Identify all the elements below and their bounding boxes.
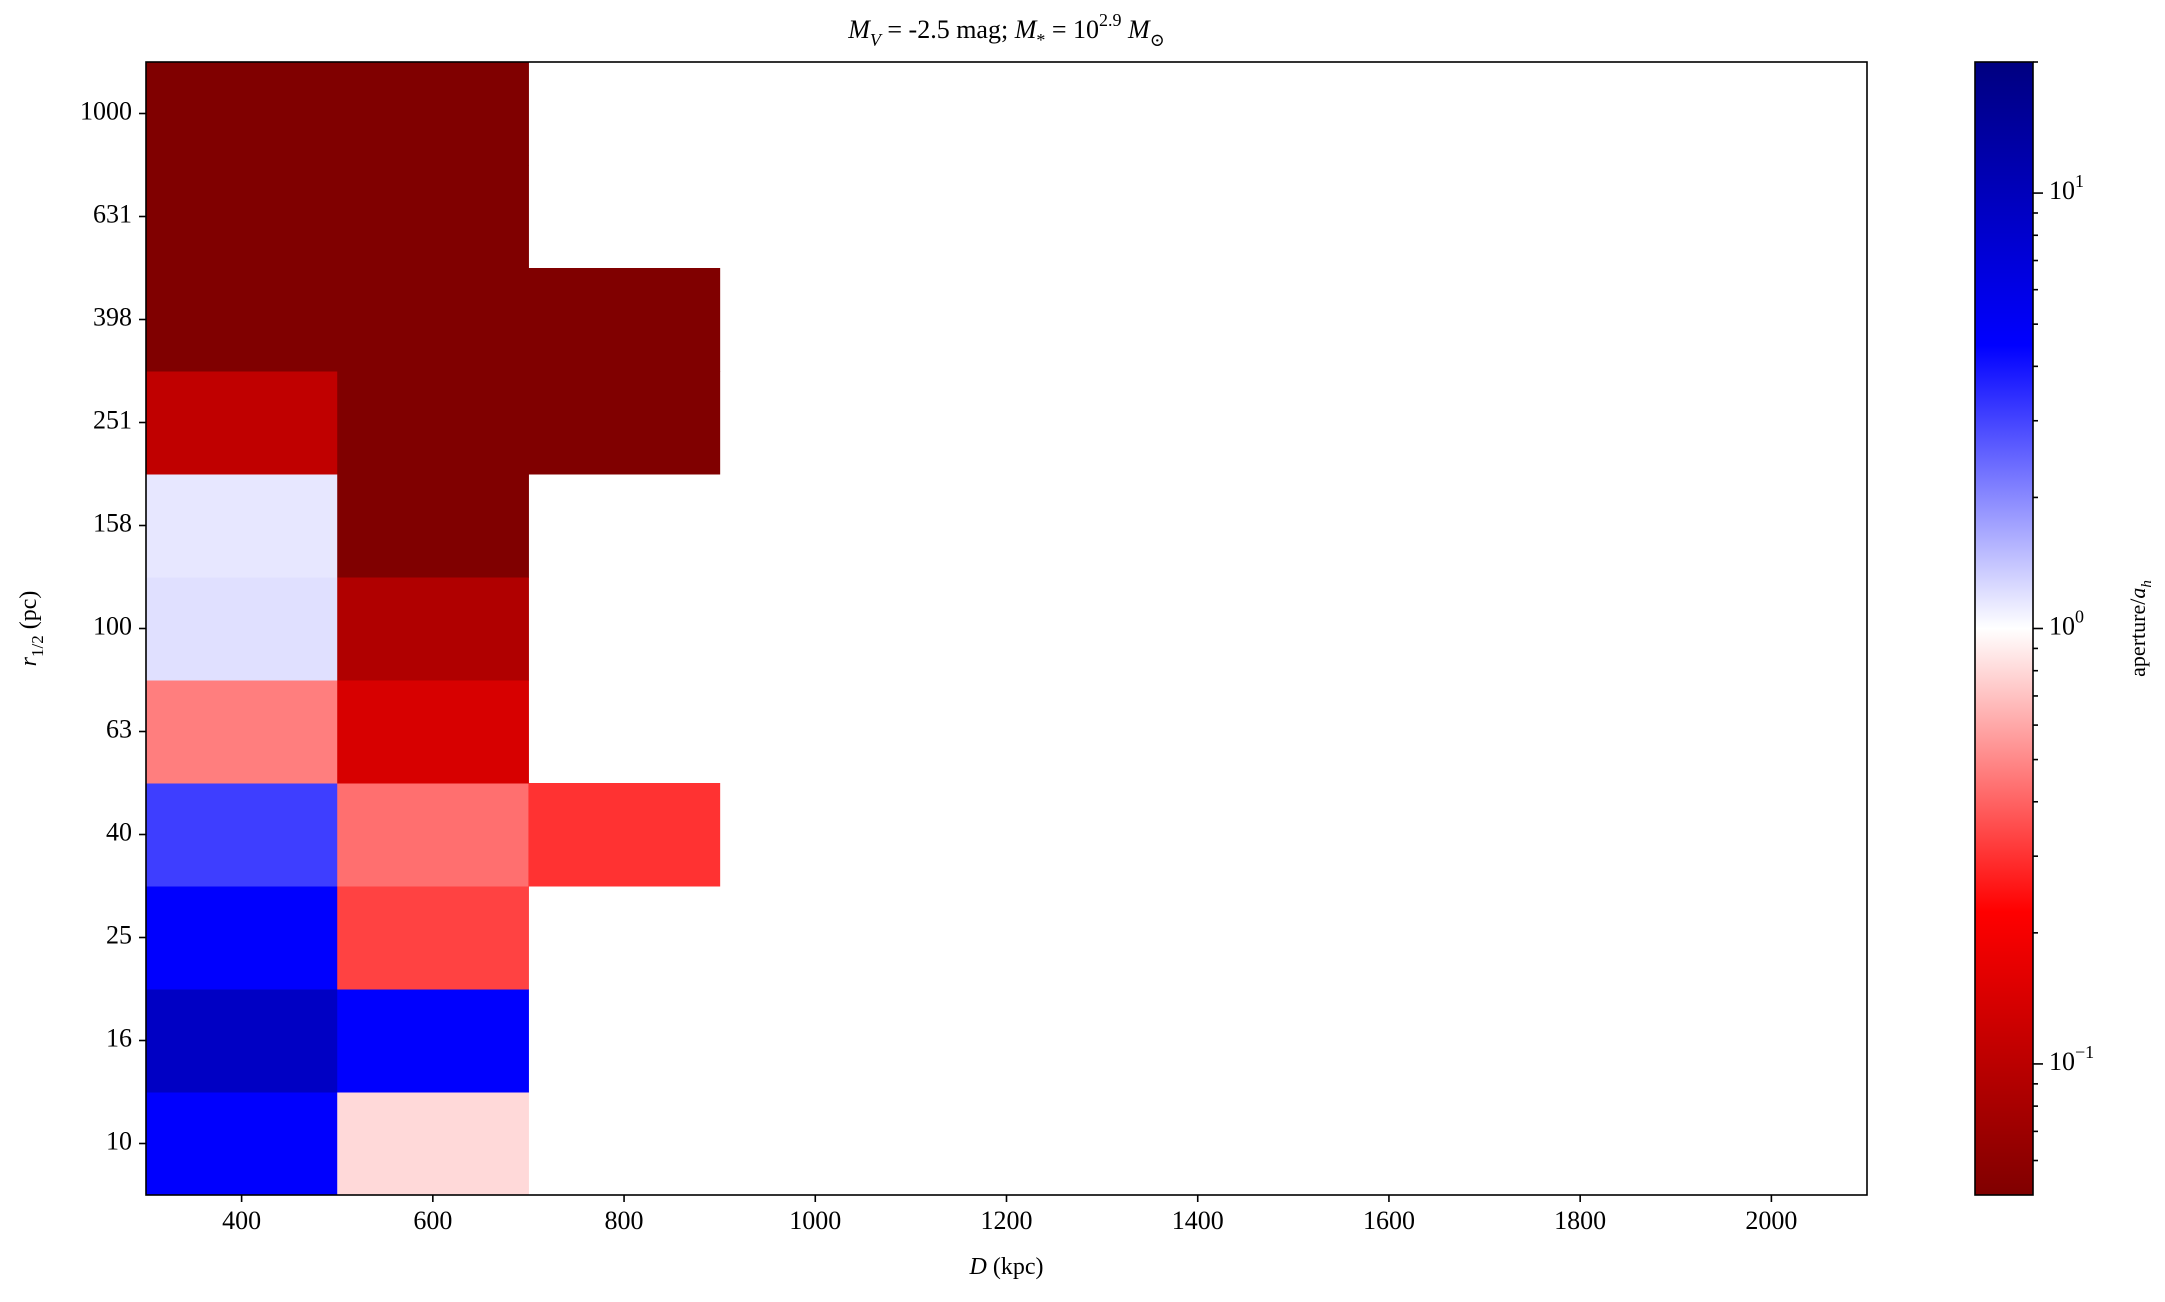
label-part: M	[1122, 15, 1152, 44]
label-part: ⊙	[1150, 30, 1165, 50]
heatmap-cell	[146, 989, 338, 1093]
label-part: 2.9	[1099, 10, 1122, 30]
x-tick-label: 1400	[1172, 1206, 1224, 1235]
heatmap-cell	[337, 783, 529, 887]
label-part: = -2.5 mag;	[881, 15, 1015, 44]
label-part: (kpc)	[987, 1254, 1044, 1280]
x-tick-label: 2000	[1745, 1206, 1797, 1235]
label-part: = 10	[1045, 15, 1099, 44]
heatmap-cell	[146, 165, 338, 269]
heatmap-cell	[337, 474, 529, 578]
tick-exp: 0	[2075, 607, 2084, 627]
heatmap-cell	[146, 680, 338, 784]
label-part: (pc)	[16, 591, 42, 636]
label-part: aperture/	[2125, 598, 2150, 677]
y-tick-label: 251	[93, 405, 132, 434]
y-tick-label: 40	[106, 817, 132, 846]
x-tick-label: 1800	[1554, 1206, 1606, 1235]
heatmap-cell	[146, 783, 338, 887]
tick-base: 10	[2049, 611, 2075, 640]
y-tick-label: 63	[106, 714, 132, 743]
y-tick-label: 158	[93, 508, 132, 537]
colorbar-tick-label: 10−1	[2049, 1042, 2094, 1076]
heatmap-cell	[528, 783, 721, 887]
tick-exp: 1	[2075, 171, 2084, 191]
colorbar	[1974, 61, 2034, 1196]
heatmap-cell	[337, 577, 529, 681]
label-part: r	[16, 656, 42, 666]
y-tick-label: 25	[106, 920, 132, 949]
label: MV = -2.5 mag; M* = 102.9 M⊙	[847, 10, 1165, 50]
x-tick-label: 400	[222, 1206, 261, 1235]
heatmap-cell	[146, 577, 338, 681]
label-part: 1/2	[28, 635, 47, 657]
heatmap-cell	[337, 680, 529, 784]
heatmap-cell	[337, 371, 529, 475]
heatmap-cell	[146, 62, 338, 166]
heatmap-cell	[337, 165, 529, 269]
label-part: M	[1014, 15, 1038, 44]
heatmap-cell	[337, 1092, 529, 1196]
tick-base: 10	[2049, 176, 2075, 205]
heatmap-cell	[337, 62, 529, 166]
label: r1/2 (pc)	[16, 591, 48, 667]
label-part: M	[847, 15, 871, 44]
y-tick-label: 16	[106, 1023, 132, 1052]
heatmap-cell	[146, 886, 338, 990]
x-tick-label: 800	[605, 1206, 644, 1235]
heatmap-cell	[337, 886, 529, 990]
x-tick-label: 1200	[981, 1206, 1033, 1235]
colorbar-tick-label: 101	[2049, 171, 2084, 205]
x-tick-label: 1600	[1363, 1206, 1415, 1235]
label-part: a	[2125, 588, 2150, 599]
heatmap-cell	[146, 371, 338, 475]
x-tick-label: 1000	[789, 1206, 841, 1235]
heatmap-cell	[146, 474, 338, 578]
y-tick-label: 398	[93, 302, 132, 331]
label-part: *	[1036, 30, 1045, 50]
heatmap-cell	[146, 1092, 338, 1196]
heatmap-cell	[146, 268, 338, 372]
y-tick-label: 10	[106, 1126, 132, 1155]
label-part: V	[870, 30, 883, 50]
label: aperture/ah	[2125, 580, 2155, 677]
y-tick-label: 631	[93, 199, 132, 228]
colorbar-tick-label: 100	[2049, 607, 2084, 641]
label-part: h	[2139, 580, 2155, 588]
heatmap-cell	[337, 268, 529, 372]
label: D (kpc)	[969, 1254, 1044, 1280]
y-tick-label: 100	[93, 611, 132, 640]
tick-base: 10	[2049, 1047, 2075, 1076]
tick-exp: −1	[2075, 1042, 2094, 1062]
heatmap-cell	[528, 268, 721, 372]
y-tick-label: 1000	[80, 96, 132, 125]
x-tick-label: 600	[413, 1206, 452, 1235]
heatmap-cell	[528, 371, 721, 475]
label-part: D	[969, 1254, 987, 1280]
heatmap-cell	[337, 989, 529, 1093]
